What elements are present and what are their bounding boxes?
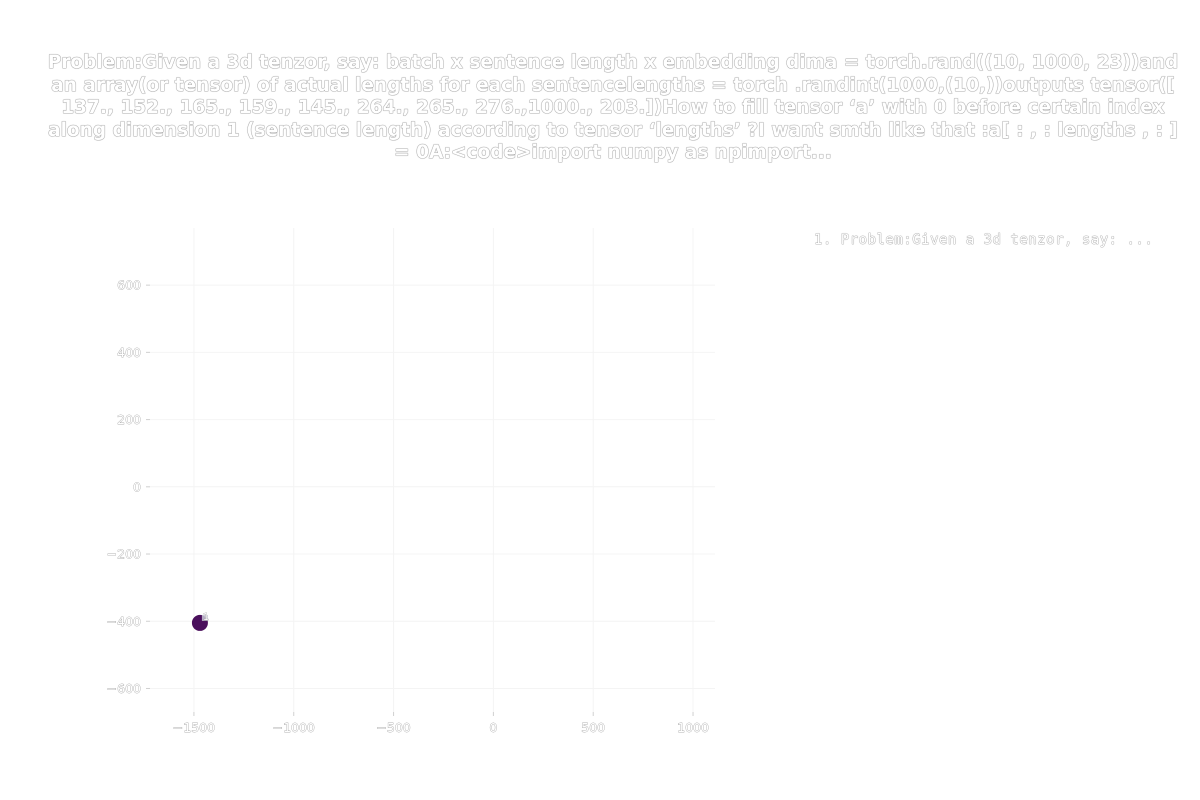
y-axis-ticks: −600 −400 −200 0 200 400 600 bbox=[106, 277, 150, 696]
y-tick-label: −200 bbox=[107, 547, 141, 562]
x-tick-label: −1500 bbox=[173, 720, 215, 735]
x-tick-label: 0 bbox=[489, 720, 497, 735]
chart-title: Problem:Given a 3d tenzor, say: batch x … bbox=[47, 52, 1179, 164]
x-tick-label: 1000 bbox=[677, 720, 709, 735]
point-label-bg bbox=[201, 614, 208, 621]
y-tick-label: 0 bbox=[133, 479, 141, 494]
y-tick-label: −600 bbox=[107, 681, 141, 696]
x-tick-label: −1000 bbox=[273, 720, 315, 735]
legend-entry: 1. Problem:Given a 3d tenzor, say: ... bbox=[814, 232, 1154, 249]
grid-lines bbox=[150, 228, 715, 712]
y-tick-label: 400 bbox=[117, 345, 141, 360]
y-tick-label: 200 bbox=[117, 412, 141, 427]
x-axis-ticks: −1500 −1000 −500 0 500 1000 bbox=[172, 712, 709, 735]
data-points: 1 bbox=[191, 612, 210, 631]
y-tick-label: −400 bbox=[107, 614, 141, 629]
y-tick-label: 600 bbox=[117, 278, 141, 293]
x-tick-label: 500 bbox=[581, 720, 605, 735]
x-tick-label: −500 bbox=[376, 720, 410, 735]
point-label: 1 bbox=[203, 612, 209, 623]
